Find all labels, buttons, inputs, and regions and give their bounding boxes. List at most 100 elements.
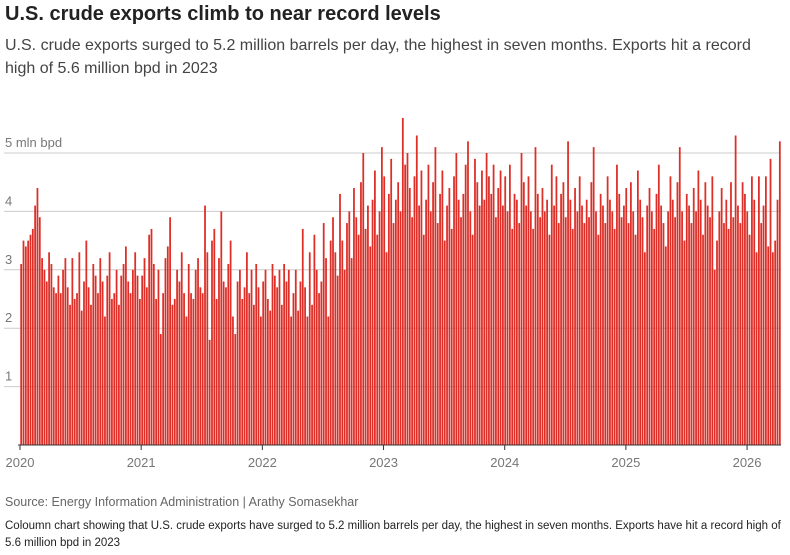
bar [578,176,581,446]
bar [248,293,251,445]
bar [36,188,39,446]
bar [208,339,211,445]
bar [499,170,502,445]
bar [299,281,302,445]
bar [166,246,169,445]
bar [255,263,258,445]
bar [262,281,265,445]
bar [567,141,569,445]
bar [620,217,623,445]
x-tick-label: 2025 [611,455,640,470]
bar [311,304,313,445]
bar [481,170,483,445]
bar [353,188,355,446]
bar [655,193,658,445]
bar [618,193,621,445]
bar [118,304,120,445]
bar [131,269,134,445]
bar [369,246,372,445]
bar [155,299,158,445]
bar [292,293,295,445]
bar [439,193,441,445]
bar [387,193,390,445]
bar [706,205,709,445]
bar [753,199,756,445]
bar [385,252,388,445]
bar [725,199,728,445]
bar [215,299,218,445]
bar [80,310,83,445]
y-tick-label: 3 [5,252,12,267]
bar [546,199,548,445]
bar [213,228,216,445]
bar [513,193,516,445]
bar [730,182,732,445]
x-tick-label: 2021 [127,455,156,470]
bar [192,299,195,445]
bar [569,199,572,445]
bar [683,240,686,445]
bar [164,258,167,445]
bar [269,310,272,445]
bar [576,211,579,445]
bar [406,153,409,445]
bar [418,205,421,445]
bar [634,234,637,445]
bar [239,269,241,445]
bar [460,217,462,445]
bar [225,287,227,445]
bar [346,223,348,445]
bar [597,234,600,445]
bar [741,182,744,445]
bar [581,205,583,445]
bar [699,199,702,445]
bar [150,228,153,445]
bar [232,316,234,445]
bar [748,234,751,445]
bar [304,287,306,445]
bar [283,263,286,445]
chart: 1 2 3 4 5 mln bpd 2020 2021 2022 2023 2024 2025 202… [4,117,781,470]
bar [553,205,555,445]
bar [474,158,476,445]
bar [641,217,644,445]
bar [173,299,176,445]
bar [374,170,376,445]
bar [532,228,535,445]
x-tick-label: 2023 [369,455,398,470]
bar [562,182,565,445]
bar [264,269,267,445]
bar [371,199,374,445]
bar [162,293,165,445]
bar [64,258,67,445]
bar [488,176,490,446]
bar [492,164,495,445]
bar [420,170,423,445]
bar [506,211,509,445]
bar [667,211,670,445]
bar [87,287,90,445]
bar [671,199,674,445]
bar [376,234,379,445]
bar [476,182,479,445]
bar [22,240,25,445]
source: Source: Energy Information Administratio… [5,495,359,509]
bar [485,153,488,445]
bar [59,293,62,445]
bar [138,299,141,445]
bar [178,281,181,445]
bar [31,228,34,445]
bar [390,158,393,445]
bar [34,205,37,445]
bar [653,228,656,445]
bar [534,147,537,445]
bar [613,228,616,445]
bar [257,287,260,445]
bar [318,293,320,445]
bar [180,252,183,445]
bar [392,223,395,445]
bar [104,316,106,445]
bar [713,269,716,445]
bar [415,135,418,446]
bar [220,211,223,445]
